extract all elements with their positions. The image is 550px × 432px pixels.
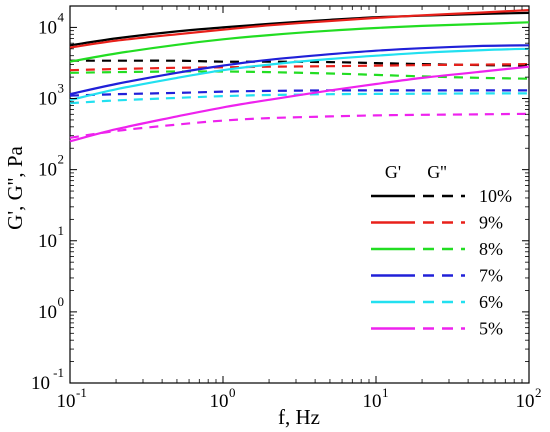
x-tick-label-exponent: 0	[229, 385, 236, 400]
series-line-5pct-g-double-prime	[69, 112, 530, 139]
x-axis-label: f, Hz	[278, 405, 320, 429]
series-line-8pct-g-double-prime	[69, 70, 530, 80]
x-tick-label: 10 1	[363, 385, 389, 412]
legend-label: 7%	[479, 266, 503, 286]
legend-label: 10%	[479, 186, 512, 206]
series-line-5pct-g-prime	[69, 65, 530, 143]
series-line-6pct-g-prime	[69, 47, 530, 102]
y-tick-label-exponent: 0	[58, 294, 65, 309]
y-tick-label: -110	[31, 365, 64, 394]
legend-entry: 5%	[371, 319, 503, 339]
series-layer	[69, 9, 530, 143]
legend-header-g-double-prime: G''	[427, 162, 447, 182]
y-tick-label-base: 10	[31, 373, 50, 394]
legend: G' G'' 10% 9% 8% 7% 6% 5%	[371, 162, 512, 339]
plot-frame-layer	[69, 5, 530, 384]
legend-label: 9%	[479, 213, 503, 233]
y-tick-label: 110	[38, 223, 64, 252]
legend-entry: 9%	[371, 213, 503, 233]
series-line-7pct-g-double-prime	[69, 89, 529, 97]
x-tick-label-base: 10	[210, 391, 229, 412]
x-tick-label-exponent: 2	[535, 385, 542, 400]
legend-entry: 10%	[371, 186, 512, 206]
x-tick-label: 10 -1	[57, 385, 87, 412]
legend-entry: 7%	[371, 266, 503, 286]
x-tick-label-base: 10	[57, 391, 76, 412]
y-axis-label: G', G'', Pa	[3, 145, 27, 229]
y-tick-label: 410	[38, 9, 65, 38]
y-tick-label-exponent: -1	[53, 365, 64, 380]
x-tick-label: 10 2	[516, 385, 542, 412]
y-tick-label-base: 10	[38, 231, 57, 252]
x-tick-label-base: 10	[516, 391, 535, 412]
x-tick-label-exponent: -1	[76, 385, 87, 400]
series-line-7pct-g-prime	[69, 44, 530, 96]
y-tick-label-exponent: 2	[58, 152, 65, 167]
legend-entry: 8%	[371, 239, 503, 259]
y-tick-label-base: 10	[38, 302, 57, 323]
y-tick-label-base: 10	[38, 89, 57, 110]
legend-label: 5%	[479, 319, 503, 339]
x-tick-label: 10 0	[210, 385, 236, 412]
y-tick-label: 310	[38, 81, 64, 110]
x-tick-label-exponent: 1	[382, 385, 389, 400]
plot-frame	[69, 5, 530, 384]
y-tick-label-base: 10	[38, 160, 57, 181]
legend-header-g-prime: G'	[385, 162, 401, 182]
legend-label: 8%	[479, 239, 503, 259]
legend-label: 6%	[479, 292, 503, 312]
y-tick-label: 210	[38, 152, 64, 181]
y-tick-label-exponent: 4	[58, 9, 65, 24]
series-line-8pct-g-prime	[69, 21, 530, 63]
y-tick-label: 010	[38, 294, 64, 323]
legend-entry: 6%	[371, 292, 503, 312]
series-line-10pct-g-prime	[69, 11, 530, 47]
y-tick-label-base: 10	[38, 17, 57, 38]
y-tick-label-exponent: 3	[58, 81, 65, 96]
y-tick-label-exponent: 1	[58, 223, 65, 238]
x-tick-label-base: 10	[363, 391, 382, 412]
series-line-9pct-g-prime	[69, 9, 530, 49]
series-line-9pct-g-double-prime	[69, 63, 530, 72]
